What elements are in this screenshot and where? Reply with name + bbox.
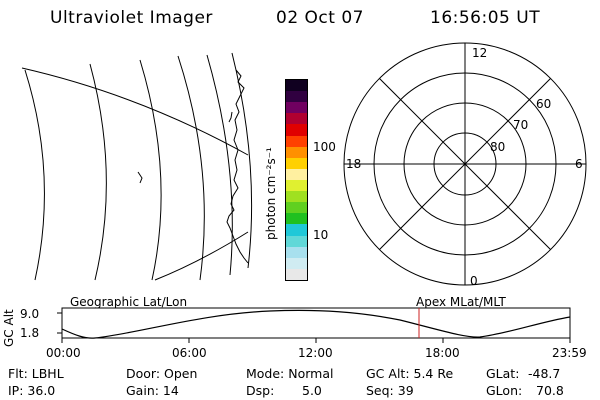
- timeline-xtick-2: 12:00: [298, 346, 333, 360]
- colorbar-segment: [286, 135, 307, 147]
- mode-info: Mode: Normal: [246, 366, 334, 381]
- colorbar-segment: [286, 213, 307, 225]
- colorbar-tick-100: 100: [313, 140, 336, 154]
- colorbar-segment: [286, 124, 307, 136]
- colorbar-segment: [286, 257, 307, 269]
- polar-label-60: 60: [536, 97, 552, 111]
- timeline-xtick-4: 23:59: [552, 346, 587, 360]
- colorbar-segment: [286, 179, 307, 192]
- polar-label-12: 12: [472, 46, 488, 60]
- filter-info: Flt: LBHL: [8, 366, 64, 381]
- colorbar-segment: [286, 168, 307, 180]
- colorbar-segment: [286, 102, 307, 114]
- door-info: Door: Open: [126, 366, 198, 381]
- glon-value: 70.8: [536, 383, 564, 398]
- date-label: 02 Oct 07: [276, 8, 364, 28]
- seq-info: Seq: 39: [366, 383, 414, 398]
- colorbar-tick-10: 10: [313, 228, 329, 242]
- glon-label: GLon:: [486, 383, 523, 398]
- gc-alt-info: GC Alt: 5.4 Re: [366, 366, 454, 381]
- polar-label-6: 6: [575, 157, 583, 171]
- timeline-right-title: Apex MLat/MLT: [416, 295, 506, 309]
- timeline-xtick-3: 18:00: [425, 346, 460, 360]
- timeline-xtick-1: 06:00: [172, 346, 207, 360]
- colorbar-segment: [286, 202, 307, 214]
- colorbar-segment: [286, 224, 307, 236]
- colorbar-segment: [286, 191, 307, 203]
- instrument-title: Ultraviolet Imager: [50, 8, 213, 28]
- timeline-xtick-0: 00:00: [46, 346, 81, 360]
- glat-label: GLat:: [486, 366, 520, 381]
- colorbar-segment: [286, 146, 307, 158]
- timeline-ytick-low: 1.8: [20, 326, 40, 340]
- glat-value: -48.7: [528, 366, 561, 381]
- gain-info: Gain: 14: [126, 383, 179, 398]
- colorbar-segment: [286, 80, 307, 92]
- time-label: 16:56:05 UT: [430, 8, 541, 28]
- dsp-value: 5.0: [302, 383, 322, 398]
- polar-label-18: 18: [346, 157, 362, 171]
- dsp-label: Dsp:: [246, 383, 275, 398]
- colorbar-segment: [286, 113, 307, 125]
- colorbar-segment: [286, 246, 307, 258]
- timeline-ytick-high: 9.0: [20, 307, 40, 321]
- polar-label-70: 70: [513, 118, 529, 132]
- polar-label-0: 0: [470, 274, 478, 288]
- colorbar-segment: [286, 91, 307, 103]
- polar-label-80: 80: [490, 140, 506, 154]
- colorbar: [285, 79, 308, 281]
- ip-info: IP: 36.0: [8, 383, 56, 398]
- timeline-left-title: Geographic Lat/Lon: [70, 295, 188, 309]
- colorbar-segment: [286, 235, 307, 247]
- colorbar-segment: [286, 157, 307, 169]
- colorbar-segment: [286, 268, 307, 280]
